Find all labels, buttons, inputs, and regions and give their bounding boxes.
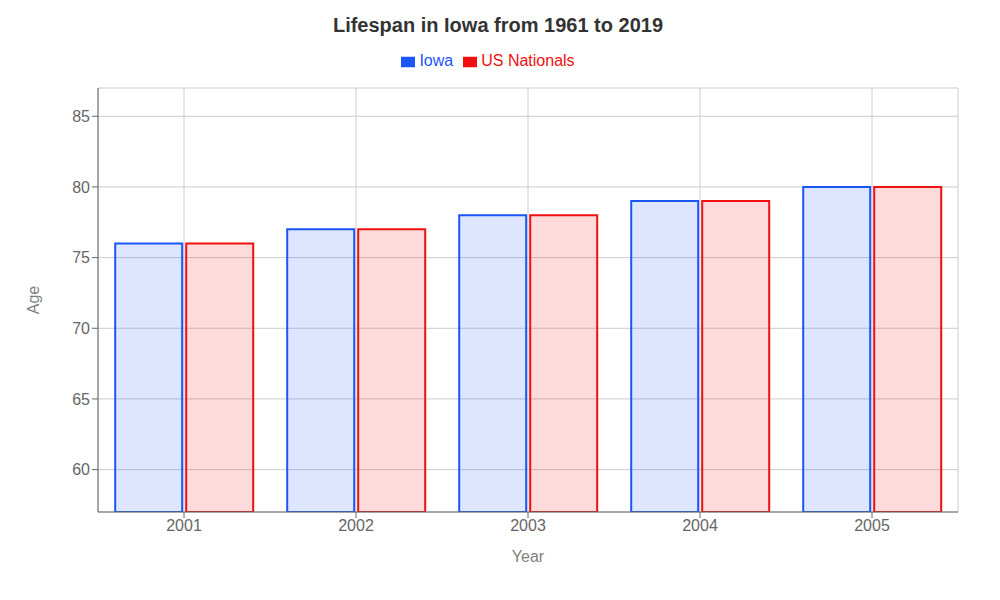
- svg-text:80: 80: [72, 179, 90, 196]
- svg-text:65: 65: [72, 391, 90, 408]
- svg-text:60: 60: [72, 461, 90, 478]
- html-text:US Nationals: US Nationals: [481, 52, 575, 69]
- html-text:Iowa: Iowa: [419, 52, 454, 69]
- svg-text:2005: 2005: [854, 517, 890, 534]
- svg-text:70: 70: [72, 320, 90, 337]
- svg-text:Year: Year: [512, 548, 545, 565]
- svg-text:2003: 2003: [510, 517, 546, 534]
- svg-text:85: 85: [72, 108, 90, 125]
- svg-text:Age: Age: [25, 286, 42, 315]
- svg-text:75: 75: [72, 249, 90, 266]
- html-text:Lifespan in Iowa from 1961 to: Lifespan in Iowa from 1961 to 2019: [332, 14, 663, 36]
- svg-text:2002: 2002: [338, 517, 374, 534]
- svg-text:2001: 2001: [166, 517, 202, 534]
- svg-text:2004: 2004: [682, 517, 718, 534]
